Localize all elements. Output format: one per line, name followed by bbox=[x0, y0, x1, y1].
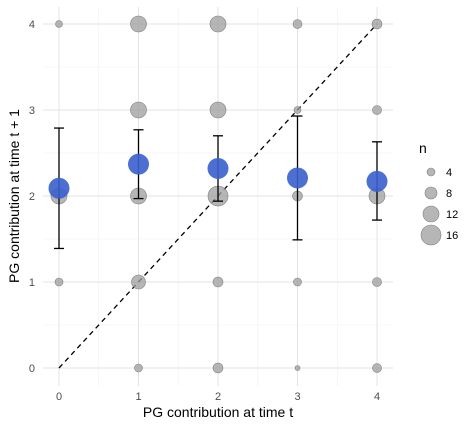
count-point bbox=[212, 362, 224, 374]
count-point bbox=[209, 15, 227, 33]
x-tick-label: 2 bbox=[215, 391, 221, 403]
y-axis-title: PG contribution at time t + 1 bbox=[6, 109, 22, 283]
mean-point bbox=[287, 167, 308, 189]
count-point bbox=[212, 276, 224, 288]
x-axis-title: PG contribution at time t bbox=[143, 404, 293, 420]
legend: n 4 8 12 16 bbox=[419, 140, 458, 246]
count-point bbox=[54, 277, 64, 287]
x-tick-label: 3 bbox=[294, 391, 300, 403]
legend-label: 12 bbox=[446, 209, 458, 221]
x-tick-label: 4 bbox=[374, 391, 380, 403]
x-tick-label: 1 bbox=[135, 391, 141, 403]
count-point bbox=[55, 20, 63, 28]
legend-key bbox=[422, 205, 440, 223]
y-tick-label: 3 bbox=[29, 105, 35, 117]
count-point bbox=[130, 15, 147, 33]
count-point bbox=[372, 277, 382, 287]
x-tick-label: 0 bbox=[56, 391, 62, 403]
count-point bbox=[131, 274, 146, 290]
legend-key bbox=[420, 224, 442, 246]
legend-label: 8 bbox=[446, 188, 452, 200]
x-tick-labels: 0 1 2 3 4 bbox=[56, 391, 380, 403]
y-tick-label: 0 bbox=[29, 363, 35, 375]
mean-point bbox=[207, 157, 229, 179]
count-point bbox=[209, 101, 227, 119]
count-point bbox=[293, 277, 302, 287]
y-tick-label: 4 bbox=[29, 19, 35, 31]
mean-point bbox=[366, 170, 388, 192]
legend-title: n bbox=[419, 140, 427, 156]
legend-key bbox=[426, 167, 436, 177]
legend-key bbox=[424, 186, 438, 200]
legend-label: 4 bbox=[446, 167, 452, 179]
count-point bbox=[130, 101, 147, 119]
count-point bbox=[293, 106, 302, 114]
legend-label: 16 bbox=[446, 230, 458, 242]
mean-point bbox=[48, 177, 70, 199]
count-point bbox=[372, 363, 382, 373]
mean-point bbox=[128, 153, 149, 175]
y-tick-labels: 0 1 2 3 4 bbox=[29, 19, 35, 375]
y-tick-label: 1 bbox=[29, 277, 35, 289]
count-point bbox=[372, 105, 382, 115]
count-point bbox=[294, 365, 301, 371]
count-point bbox=[134, 363, 143, 373]
count-point bbox=[371, 18, 383, 30]
y-tick-label: 2 bbox=[29, 191, 35, 203]
mean-points bbox=[48, 153, 388, 199]
count-point bbox=[292, 19, 303, 29]
